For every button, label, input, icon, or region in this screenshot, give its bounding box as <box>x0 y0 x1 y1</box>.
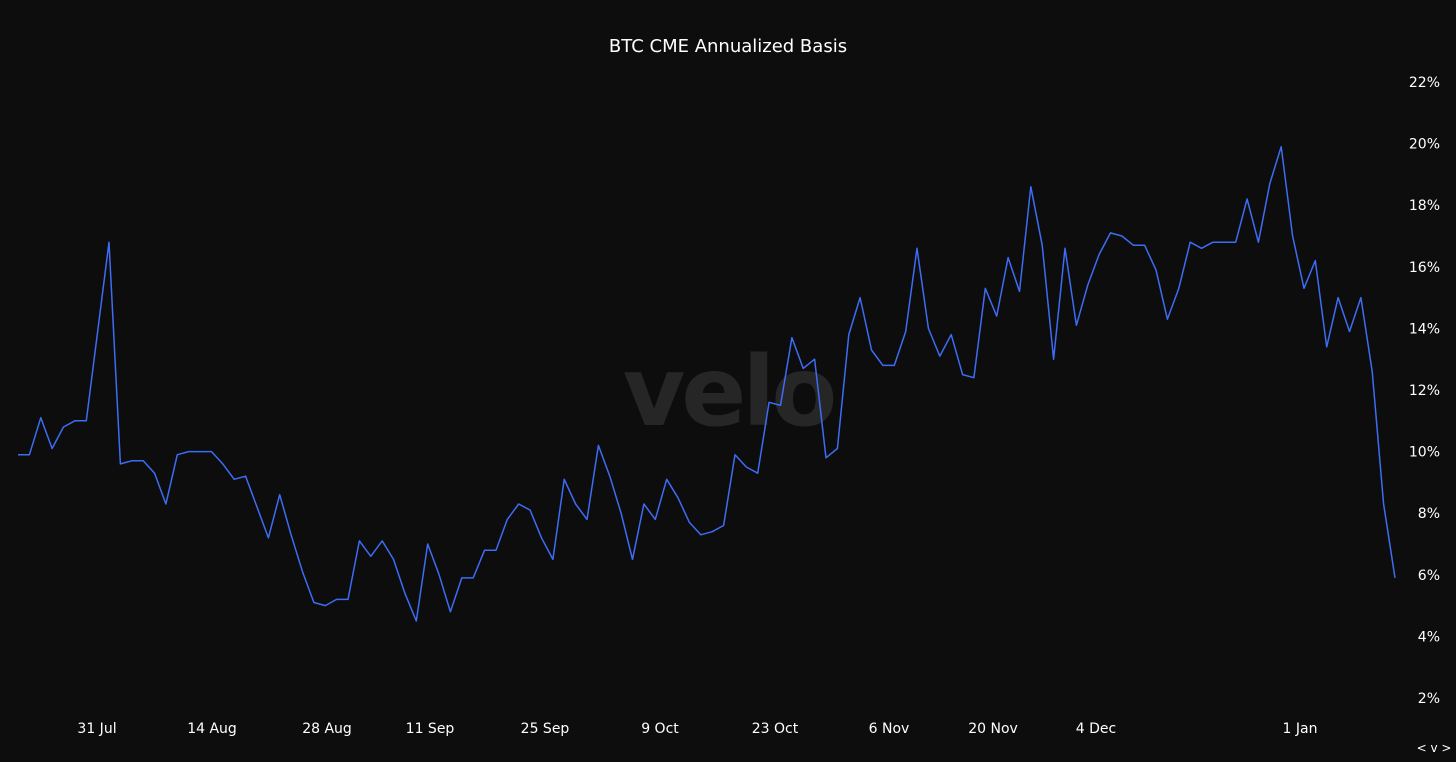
x-tick-label: 4 Dec <box>1076 721 1116 737</box>
series-line-0 <box>18 145 1396 622</box>
y-tick-label: 16% <box>1409 260 1440 276</box>
chart-nav-control[interactable]: < v > <box>1417 741 1452 755</box>
y-axis: 2% 4% 6% 8% 10% 12% 14% 16% 18% 20% 22% <box>1409 75 1440 707</box>
y-tick-label: 4% <box>1418 629 1440 645</box>
plot-area <box>18 145 1396 622</box>
x-tick-label: 20 Nov <box>968 721 1018 737</box>
x-tick-label: 28 Aug <box>302 721 352 737</box>
y-tick-label: 10% <box>1409 445 1440 461</box>
x-tick-label: 25 Sep <box>521 721 570 737</box>
y-tick-label: 18% <box>1409 198 1440 214</box>
x-tick-label: 1 Jan <box>1283 721 1318 737</box>
chart-title: BTC CME Annualized Basis <box>609 36 847 57</box>
x-tick-label: 11 Sep <box>406 721 455 737</box>
x-tick-label: 9 Oct <box>641 721 679 737</box>
y-tick-label: 22% <box>1409 75 1440 91</box>
y-tick-label: 14% <box>1409 321 1440 337</box>
x-tick-label: 23 Oct <box>752 721 799 737</box>
y-tick-label: 2% <box>1418 691 1440 707</box>
y-tick-label: 6% <box>1418 568 1440 584</box>
watermark-logo: velo <box>623 336 834 448</box>
y-tick-label: 20% <box>1409 137 1440 153</box>
y-tick-label: 12% <box>1409 383 1440 399</box>
x-tick-label: 6 Nov <box>869 721 910 737</box>
x-axis: 31 Jul 14 Aug 28 Aug 11 Sep 25 Sep 9 Oct 23 Oc… <box>77 721 1317 737</box>
y-tick-label: 8% <box>1418 506 1440 522</box>
x-tick-label: 31 Jul <box>77 721 116 737</box>
x-tick-label: 14 Aug <box>187 721 237 737</box>
